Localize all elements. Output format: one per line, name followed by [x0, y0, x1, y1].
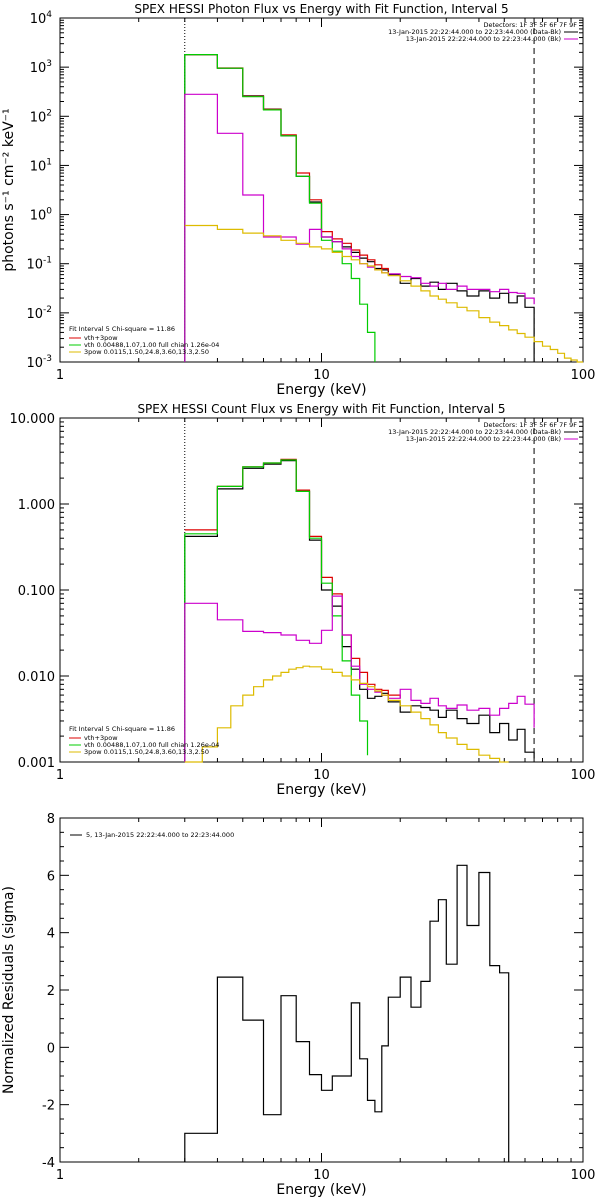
legend-entry: 13-Jan-2015 22:22:44.000 to 22:23:44.000… — [406, 435, 561, 443]
x-axis-ticks — [59, 18, 572, 362]
y-tick-label: -2 — [42, 1099, 55, 1114]
x-tick-label: 100 — [571, 368, 596, 383]
series-line-4 — [184, 93, 535, 362]
legend-entry: 13-Jan-2015 22:22:44.000 to 22:23:44.000… — [406, 35, 561, 43]
y-tick-label: 101 — [30, 157, 52, 174]
chart-panel-1: 1 10 100 10-3 10-2 10-1 100 101 102 103 104 SPEX HE… — [1, 2, 595, 398]
legend-entry: vth+3pow — [84, 734, 118, 742]
legend-entry: 13-Jan-2015 22:22:44.000 to 22:23:44.000… — [388, 428, 561, 436]
chart-panel-3: 1 10 100 -4 -2 0 2 4 6 8 Energy (keV) Normalized Re… — [1, 812, 595, 1198]
y-tick-label: 4 — [47, 927, 55, 942]
plot-frame — [59, 17, 584, 363]
x-axis-ticks — [59, 418, 572, 762]
y-axis-ticks — [60, 19, 583, 363]
legend-entry: Fit Interval 5 Chi-square = 11.86 — [69, 725, 175, 733]
x-tick-label: 100 — [571, 1168, 596, 1183]
y-tick-label: 0.010 — [18, 670, 55, 685]
series-group — [184, 54, 583, 363]
series-line-3 — [184, 54, 376, 362]
x-tick-label: 10 — [313, 1168, 330, 1183]
plot-frame — [59, 817, 584, 1163]
series-line-5 — [184, 665, 509, 763]
legend-entry: 5, 13-Jan-2015 22:22:44.000 to 22:23:44.… — [86, 831, 234, 839]
x-tick-label: 10 — [313, 768, 330, 783]
legend-entry: Detectors: 1F 3F 5F 6F 7F 9F — [483, 21, 577, 29]
y-axis-label: Normalized Residuals (sigma) — [1, 886, 17, 1094]
series-line-3 — [184, 459, 369, 762]
x-tick-label: 1 — [56, 1168, 64, 1183]
y-tick-label: 1.000 — [18, 498, 55, 513]
y-tick-label: 10.000 — [10, 412, 56, 427]
x-tick-label: 10 — [313, 368, 330, 383]
y-tick-label: 10-2 — [26, 305, 52, 322]
series-line-1 — [184, 54, 535, 362]
x-tick-label: 100 — [571, 768, 596, 783]
series-group — [184, 864, 510, 1162]
x-tick-label: 1 — [56, 368, 64, 383]
legend-entry: 3pow 0.0115,1.50,24.8,3.60,13.3,2.50 — [84, 348, 209, 356]
y-tick-label: 0.001 — [18, 756, 55, 771]
y-tick-label: 104 — [30, 10, 53, 27]
x-axis-label: Energy (keV) — [276, 1182, 366, 1198]
series-line-1 — [184, 864, 510, 1162]
legend-entry: Detectors: 1F 3F 5F 6F 7F 9F — [483, 421, 577, 429]
y-tick-label: 10-1 — [26, 256, 52, 273]
legend-entry: 13-Jan-2015 22:22:44.000 to 22:23:44.000… — [388, 28, 561, 36]
y-tick-label: 0.100 — [18, 584, 55, 599]
y-tick-label: 103 — [30, 59, 52, 76]
y-axis-label: photons s⁻¹ cm⁻² keV⁻¹ — [1, 108, 17, 271]
y-tick-label: 102 — [30, 108, 52, 125]
y-tick-label: -4 — [42, 1156, 55, 1171]
y-tick-label: 10-3 — [26, 354, 52, 371]
series-line-5 — [184, 224, 583, 363]
x-axis-label: Energy (keV) — [276, 382, 366, 398]
series-line-4 — [184, 595, 535, 762]
chart-title: SPEX HESSI Count Flux vs Energy with Fit… — [137, 402, 505, 416]
y-tick-label: 2 — [47, 984, 55, 999]
chart-panel-2: 1 10 100 0.001 0.010 0.100 1.000 10.000 SPEX HES… — [10, 402, 596, 798]
legend-entry: vth+3pow — [84, 334, 118, 342]
series-line-2 — [184, 54, 389, 272]
x-axis-ticks — [59, 818, 572, 1162]
y-tick-label: 6 — [47, 869, 55, 884]
y-tick-label: 8 — [47, 812, 55, 827]
x-axis-label: Energy (keV) — [276, 782, 366, 798]
y-axis-ticks — [60, 421, 583, 763]
chart-title: SPEX HESSI Photon Flux vs Energy with Fi… — [134, 2, 508, 16]
legend-entry: vth 0.00488,1.07,1.00 full chian 1.26e-0… — [84, 741, 219, 749]
legend-entry: vth 0.00488,1.07,1.00 full chian 1.26e-0… — [84, 341, 219, 349]
y-axis-ticks — [60, 817, 583, 1163]
legend-entry: 3pow 0.0115,1.50,24.8,3.60,13.3,2.50 — [84, 748, 209, 756]
y-tick-label: 0 — [47, 1041, 55, 1056]
y-tick-label: 100 — [30, 207, 53, 224]
series-group — [184, 458, 535, 763]
x-tick-label: 1 — [56, 768, 64, 783]
legend-entry: Fit Interval 5 Chi-square = 11.86 — [69, 325, 175, 333]
